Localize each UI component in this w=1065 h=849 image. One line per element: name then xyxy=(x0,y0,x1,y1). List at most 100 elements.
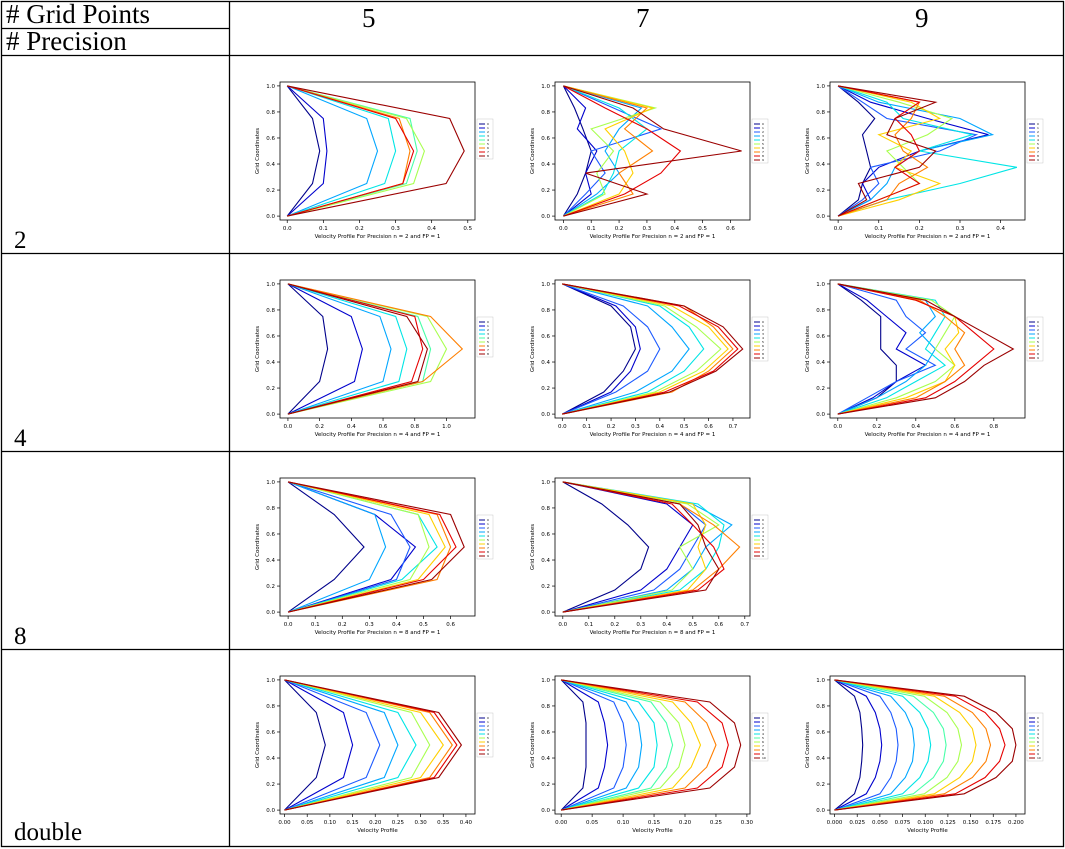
legend-label: 8 xyxy=(762,154,764,158)
header-precision: # Precision xyxy=(6,26,127,56)
x-tick-label: 0.00 xyxy=(278,820,291,826)
x-tick-label: 0.4 xyxy=(655,424,664,430)
series-line xyxy=(561,679,643,811)
legend-label: 10 xyxy=(762,756,766,760)
x-tick-label: 0.5 xyxy=(688,622,697,628)
legend-label: 5 xyxy=(762,736,764,740)
legend-label: 9 xyxy=(487,554,489,558)
series-line xyxy=(286,85,328,217)
series-line xyxy=(284,679,417,811)
x-tick-label: 0.8 xyxy=(410,424,419,430)
legend-label: 1 xyxy=(1037,126,1039,130)
x-tick-label: 0.0 xyxy=(283,226,292,232)
x-axis-label: Velocity Profile xyxy=(907,828,948,834)
x-tick-label: 0.30 xyxy=(741,820,754,826)
y-tick-label: 1.0 xyxy=(266,480,275,486)
y-axis-label: Grid Coordinates xyxy=(530,722,536,768)
plot-frame xyxy=(279,675,476,815)
x-axis-label: Velocity Profile For Precision n = 8 and… xyxy=(590,630,716,636)
legend-label: 9 xyxy=(762,752,764,756)
x-tick-label: 0.7 xyxy=(729,424,738,430)
legend-label: 6 xyxy=(487,344,489,348)
x-tick-label: 0.6 xyxy=(950,424,959,430)
y-tick-label: 1.0 xyxy=(816,84,825,90)
y-tick-label: 0.6 xyxy=(541,136,550,142)
y-tick-label: 0.2 xyxy=(541,782,550,788)
y-tick-label: 0.8 xyxy=(266,506,275,512)
y-tick-label: 0.4 xyxy=(541,360,550,366)
x-tick-label: 0.15 xyxy=(346,820,359,826)
y-tick-label: 0.6 xyxy=(541,730,550,736)
legend-label: 3 xyxy=(1037,332,1039,336)
x-tick-label: 0.20 xyxy=(369,820,382,826)
y-tick-label: 0.6 xyxy=(816,136,825,142)
series-line xyxy=(562,283,690,415)
legend-label: 1 xyxy=(487,720,489,724)
legend-label: 4 xyxy=(762,336,764,340)
series-line xyxy=(561,679,658,811)
x-tick-label: 0.8 xyxy=(989,424,998,430)
x-axis-label: Velocity Profile For Precision n = 2 and… xyxy=(315,234,441,240)
legend-label: 0 xyxy=(1037,320,1039,324)
legend-box xyxy=(476,118,494,160)
series-line xyxy=(286,85,321,217)
series-line xyxy=(287,85,415,217)
y-tick-label: 0.4 xyxy=(266,360,275,366)
y-tick-label: 0.2 xyxy=(541,386,550,392)
series-line xyxy=(287,481,387,613)
legend-label: 6 xyxy=(1037,740,1039,744)
series-line xyxy=(563,85,598,217)
legend-label: 7 xyxy=(1037,348,1039,352)
legend-label: 7 xyxy=(762,150,764,154)
series-line xyxy=(837,283,927,415)
y-tick-label: 0.2 xyxy=(816,188,825,194)
series-line xyxy=(561,679,702,811)
chart-n8-grid5: 0.0 0.2 0.4 0.6 0.8 1.0 0.0 0.1 0.2 0.3 0.4 0.5 0.6 V… xyxy=(255,477,494,636)
row-label-8: 8 xyxy=(14,623,27,650)
series-line xyxy=(562,283,739,415)
y-tick-label: 0.0 xyxy=(266,610,275,616)
y-tick-label: 1.0 xyxy=(266,282,275,288)
row-label-4: 4 xyxy=(14,425,27,452)
legend-label: 9 xyxy=(1037,356,1039,360)
legend-label: 3 xyxy=(1037,728,1039,732)
y-tick-label: 0.4 xyxy=(266,558,275,564)
series-line xyxy=(560,679,627,811)
series-line xyxy=(834,679,915,811)
y-tick-label: 0.0 xyxy=(266,412,275,418)
y-tick-label: 0.2 xyxy=(541,584,550,590)
legend-label: 6 xyxy=(487,542,489,546)
legend-label: 2 xyxy=(487,724,489,728)
y-tick-label: 0.4 xyxy=(541,558,550,564)
legend-label: 5 xyxy=(1037,736,1039,740)
series-line xyxy=(284,679,399,811)
x-axis-label: Velocity Profile For Precision n = 4 and… xyxy=(590,432,716,438)
legend-label: 0 xyxy=(487,518,489,522)
x-tick-label: 0.2 xyxy=(915,226,924,232)
legend-label: 4 xyxy=(762,534,764,538)
y-tick-label: 1.0 xyxy=(541,84,550,90)
series-line xyxy=(286,85,379,217)
x-tick-label: 0.1 xyxy=(874,226,883,232)
y-tick-label: 0.4 xyxy=(816,162,825,168)
y-tick-label: 0.8 xyxy=(266,308,275,314)
series-line xyxy=(561,679,674,811)
x-tick-label: 0.10 xyxy=(617,820,630,826)
series-line xyxy=(562,283,661,415)
legend-label: 0 xyxy=(762,122,764,126)
x-tick-label: 0.1 xyxy=(584,622,593,628)
x-tick-label: 0.4 xyxy=(996,226,1005,232)
y-tick-label: 0.2 xyxy=(266,584,275,590)
plot-frame xyxy=(554,675,751,815)
x-tick-label: 0.00 xyxy=(555,820,568,826)
legend-label: 5 xyxy=(762,142,764,146)
chart-n2-grid5: 0.0 0.2 0.4 0.6 0.8 1.0 0.0 0.1 0.2 0.3 0.4 0.5 Velo… xyxy=(255,81,494,240)
legend-label: 9 xyxy=(1037,752,1039,756)
legend-label: 3 xyxy=(762,530,764,534)
y-tick-label: 1.0 xyxy=(266,678,275,684)
legend-label: 2 xyxy=(487,526,489,530)
x-tick-label: 0.40 xyxy=(460,820,473,826)
legend-label: 1 xyxy=(1037,720,1039,724)
legend-label: 9 xyxy=(1037,158,1039,162)
series-line xyxy=(287,283,428,415)
